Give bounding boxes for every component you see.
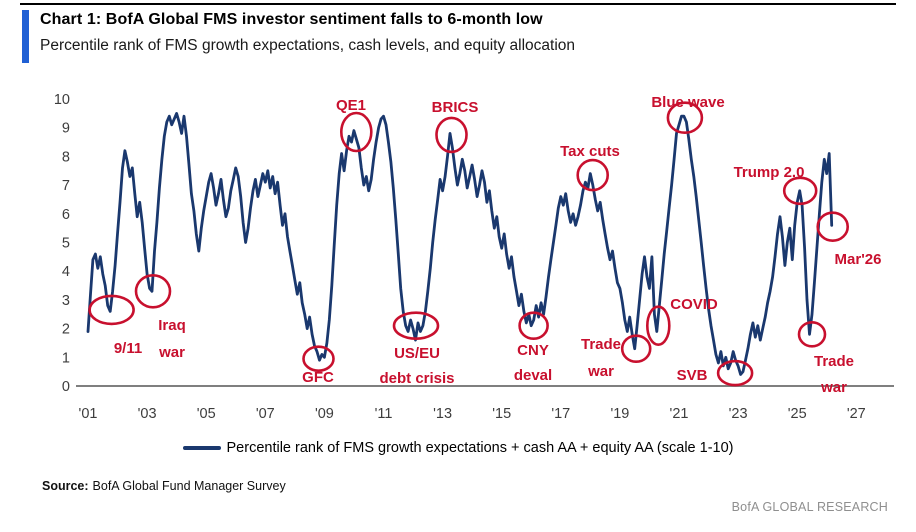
source-prefix: Source: (42, 479, 89, 493)
y-tick-label: 3 (62, 293, 70, 309)
x-tick-label: '23 (729, 406, 748, 422)
x-tick-label: '27 (847, 406, 866, 422)
x-tick-label: '11 (375, 406, 393, 422)
annotation-circle-brics (435, 116, 468, 154)
annotation-circle-tax-cuts (576, 158, 610, 192)
y-tick-label: 1 (62, 350, 70, 366)
x-tick-label: '17 (551, 406, 570, 422)
annotation-circle-us-eu-debt-crisis (392, 311, 440, 340)
annotation-label-trade-war-2019: Trade (581, 336, 621, 353)
annotation-circle-trump-2-0 (782, 176, 818, 206)
y-tick-label: 10 (54, 92, 70, 108)
annotation-label-trade-war-2019: war (587, 363, 614, 380)
annotation-circle-trade-war-2019 (620, 334, 652, 364)
x-tick-label: '09 (315, 406, 334, 422)
chart-subtitle: Percentile rank of FMS growth expectatio… (40, 37, 576, 54)
annotation-label-svb: SVB (677, 367, 708, 384)
annotation-label-trade-war-2025: Trade (814, 353, 854, 370)
sentiment-line-chart: 0 1 2 3 4 5 6 7 8 9 10 '01 '03 '05 '07 '09 '11 '13 '15 '17 '… (54, 92, 894, 422)
annotation-label-trump-2-0: Trump 2.0 (734, 164, 805, 181)
sentiment-line (86, 111, 834, 376)
annotation-circle-svb (716, 359, 754, 387)
annotation-circle-nine-eleven (88, 294, 135, 326)
annotation-circle-qe1 (339, 111, 373, 153)
x-tick-label: '03 (138, 406, 157, 422)
annotation-label-gfc: GFC (302, 369, 334, 386)
annotation-circle-trade-war-2025 (797, 321, 827, 348)
annotation-circle-iraq-war (134, 274, 172, 309)
x-tick-label: '01 (79, 406, 98, 422)
x-tick-label: '21 (670, 406, 689, 422)
annotation-circle-covid (645, 305, 671, 346)
source-text: BofA Global Fund Manager Survey (92, 479, 286, 493)
y-tick-label: 2 (62, 322, 70, 338)
annotation-label-us-eu-debt-crisis: US/EU (394, 345, 440, 362)
accent-bar (22, 10, 29, 63)
annotation-label-nine-eleven: 9/11 (114, 340, 142, 357)
x-tick-label: '05 (197, 406, 216, 422)
annotation-label-iraq-war: Iraq (158, 317, 186, 334)
x-tick-label: '13 (433, 406, 452, 422)
y-tick-label: 5 (62, 236, 70, 252)
annotation-label-trade-war-2025: war (820, 379, 847, 396)
annotation-label-cny-deval: deval (514, 367, 552, 384)
annotation-label-cny-deval: CNY (517, 342, 549, 359)
x-tick-label: '07 (256, 406, 275, 422)
annotation-label-qe1: QE1 (336, 97, 366, 114)
chart-title: Chart 1: BofA Global FMS investor sentim… (40, 11, 543, 28)
y-tick-label: 7 (62, 178, 70, 194)
x-tick-label: '15 (492, 406, 511, 422)
x-tick-label: '25 (788, 406, 807, 422)
annotation-circle-mar-26 (816, 211, 850, 242)
annotation-label-brics: BRICS (432, 99, 479, 116)
legend: Percentile rank of FMS growth expectatio… (0, 440, 916, 456)
annotation-label-us-eu-debt-crisis: debt crisis (379, 370, 454, 387)
top-rule (20, 3, 896, 5)
x-tick-label: '19 (610, 406, 629, 422)
source-note: Source: BofA Global Fund Manager Survey (42, 479, 286, 493)
annotation-circle-blue-wave (666, 101, 704, 135)
y-tick-label: 4 (62, 264, 70, 280)
annotation-label-covid: COVID (670, 296, 718, 313)
y-tick-label: 8 (62, 149, 70, 165)
annotation-label-tax-cuts: Tax cuts (560, 143, 620, 160)
annotation-circle-cny-deval (518, 311, 549, 340)
annotation-label-mar-26: Mar'26 (835, 251, 882, 268)
y-tick-label: 9 (62, 121, 70, 137)
annotation-circle-gfc (302, 345, 335, 373)
y-tick-label: 0 (62, 379, 70, 395)
legend-line-swatch (182, 446, 221, 450)
bofa-global-research-brand: BofA GLOBAL RESEARCH (731, 500, 888, 514)
legend-label: Percentile rank of FMS growth expectatio… (226, 440, 734, 456)
annotation-label-blue-wave: Blue wave (651, 94, 724, 111)
y-tick-label: 6 (62, 207, 70, 223)
annotation-label-iraq-war: war (158, 344, 185, 361)
